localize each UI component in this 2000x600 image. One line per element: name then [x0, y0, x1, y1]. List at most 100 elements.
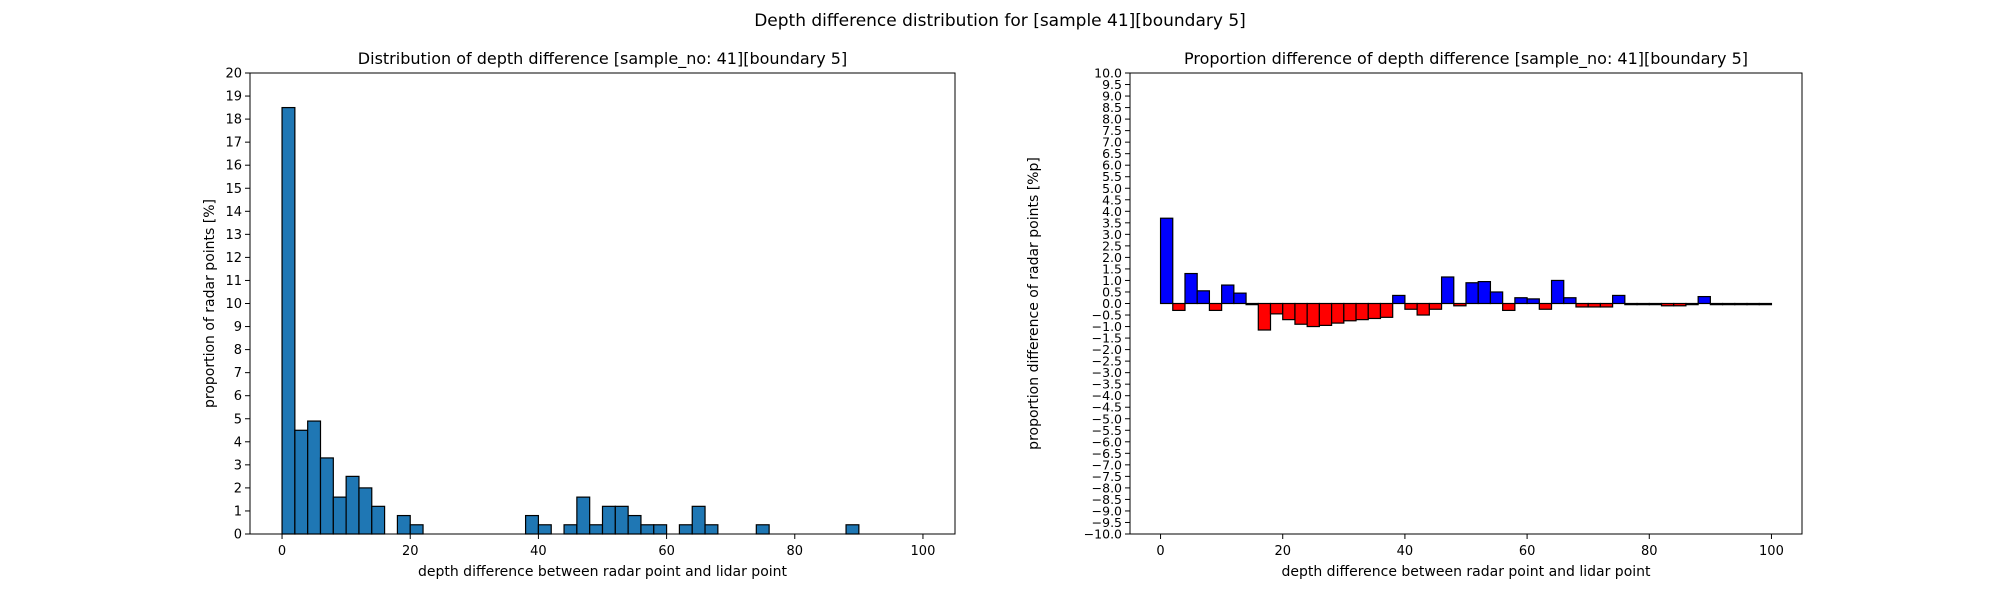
bar [576, 496, 591, 535]
bar [1563, 297, 1577, 305]
x-tick-label: 40 [1397, 544, 1414, 559]
bar [678, 524, 693, 535]
y-tick-label: 4.5 [1102, 192, 1122, 207]
bar [1184, 272, 1198, 305]
y-tick-label: 15 [225, 182, 242, 197]
y-tick-label: −2.0 [1092, 342, 1122, 357]
y-tick-label: −9.0 [1092, 503, 1122, 518]
bar [345, 475, 360, 535]
y-tick-label: 20 [225, 67, 242, 82]
x-tick-label: 80 [1641, 544, 1658, 559]
chart-right-proportion-difference: 0 20 40 60 80 100 −10.0−9.5−9.0−8.5−8.0−7.5−7.… [1026, 49, 1803, 580]
bar [1257, 302, 1272, 331]
bar [1612, 294, 1626, 305]
y-tick-label: −3.0 [1092, 365, 1122, 380]
y-tick-label: 18 [225, 113, 242, 128]
bar-series [1159, 217, 1773, 331]
bar [1624, 302, 1638, 306]
bar [563, 524, 578, 535]
y-tick-label: 2.0 [1102, 250, 1122, 265]
bar [1330, 302, 1345, 324]
chart-title: Proportion difference of depth differenc… [1184, 49, 1748, 69]
y-tick-label: 3 [234, 458, 242, 473]
y-tick-label: 6.0 [1102, 158, 1122, 173]
bar [358, 487, 373, 535]
y-tick-label: −6.0 [1092, 434, 1122, 449]
y-tick-label: −7.0 [1092, 457, 1122, 472]
x-axis-label: depth difference between radar point and… [418, 564, 788, 580]
chart-left-distribution: 0 20 40 60 80 1000123456789101112131415161718… [202, 49, 956, 580]
y-tick-label: 19 [225, 90, 242, 105]
bar [1245, 302, 1259, 306]
bar [845, 524, 860, 535]
bar [1269, 302, 1284, 315]
bar [1746, 302, 1760, 306]
bar [1550, 279, 1565, 305]
bar [409, 524, 424, 535]
y-tick-label: −1.0 [1092, 319, 1122, 334]
bar [704, 524, 719, 535]
y-tick-label: −4.5 [1092, 400, 1122, 415]
x-tick-label: 40 [530, 544, 547, 559]
y-tick-label: 1.5 [1102, 261, 1122, 276]
bar [1673, 302, 1687, 307]
bar [1221, 284, 1235, 305]
bar [614, 505, 629, 535]
y-axis-label: proportion of radar points [%] [202, 199, 218, 408]
y-tick-label: 3.0 [1102, 227, 1122, 242]
y-tick-label: 5 [234, 412, 242, 427]
bar [1587, 302, 1601, 308]
bar [691, 505, 706, 535]
y-tick-label: 2 [234, 481, 242, 496]
y-tick-label: −9.5 [1092, 515, 1122, 530]
bar [1343, 302, 1357, 322]
x-axis-label: depth difference between radar point and… [1281, 564, 1651, 580]
y-tick-label: 8 [234, 343, 242, 358]
bar [589, 524, 604, 535]
bar [524, 514, 540, 535]
bar [1172, 302, 1186, 312]
x-tick-label: 20 [402, 544, 419, 559]
bar-series [281, 106, 860, 535]
bar [1428, 302, 1443, 310]
bar [1648, 302, 1663, 306]
bar [1758, 302, 1773, 306]
y-tick-label: 5.5 [1102, 169, 1122, 184]
x-tick-label: 100 [911, 544, 936, 559]
bar [1721, 302, 1736, 306]
y-tick-label: 6 [234, 389, 242, 404]
y-tick-label: 14 [225, 205, 242, 220]
bar [332, 496, 347, 535]
y-tick-label: −10.0 [1084, 527, 1122, 542]
bar [1465, 282, 1479, 305]
bar [319, 457, 334, 535]
bar [1282, 302, 1296, 321]
bar [1709, 302, 1724, 306]
y-tick-label: 1.0 [1102, 273, 1122, 288]
x-tick-label: 60 [658, 544, 675, 559]
x-tick-label: 0 [1156, 544, 1164, 559]
y-axis-label: proportion difference of radar points [%… [1026, 157, 1042, 450]
y-tick-label: −3.5 [1092, 377, 1122, 392]
y-tick-label: 0.0 [1102, 296, 1122, 311]
y-tick-label: 3.5 [1102, 215, 1122, 230]
bar [1355, 302, 1369, 321]
bar [1734, 302, 1748, 306]
bar [1367, 302, 1382, 320]
bar [653, 524, 668, 535]
y-tick-label: 8.5 [1102, 100, 1122, 115]
bar [1233, 292, 1247, 305]
bar [1636, 302, 1650, 306]
bar [371, 505, 386, 535]
bar [1196, 290, 1211, 305]
y-tick-label: 8.0 [1102, 112, 1122, 127]
bar [1318, 302, 1333, 326]
y-tick-label: −4.0 [1092, 388, 1122, 403]
y-tick-label: 16 [225, 159, 242, 174]
bar [1392, 294, 1406, 305]
bar [307, 420, 322, 535]
bar [1416, 302, 1430, 316]
bar [601, 505, 616, 535]
bar [1477, 281, 1492, 305]
